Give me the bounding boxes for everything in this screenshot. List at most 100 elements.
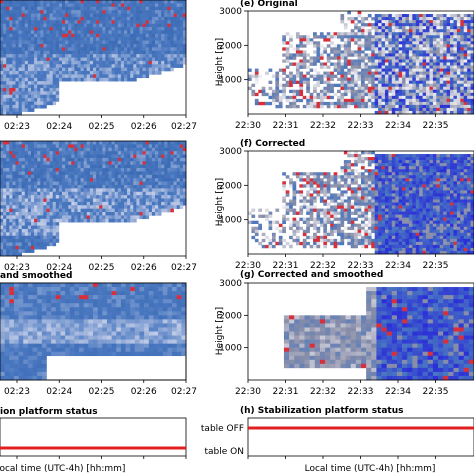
heatmap-cell <box>136 50 140 55</box>
heatmap-cell <box>408 65 413 69</box>
heatmap-cell <box>161 198 165 203</box>
heatmap-cell <box>161 147 165 152</box>
heatmap-cell <box>179 3 184 8</box>
heatmap-cell <box>136 147 140 152</box>
heatmap-cell <box>4 319 10 324</box>
heatmap-cell <box>60 287 66 292</box>
heatmap-cell <box>371 95 375 100</box>
heatmap-cell <box>24 6 29 11</box>
heatmap-cell <box>179 181 184 186</box>
heatmap-cell <box>326 83 331 88</box>
heatmap-cell <box>354 59 358 63</box>
heatmap-cell <box>27 6 32 11</box>
heatmap-cell <box>18 54 22 58</box>
heatmap-cell <box>31 232 35 236</box>
heatmap-cell <box>80 151 84 155</box>
heatmap-cell <box>176 13 181 18</box>
heatmap-cell <box>161 43 165 48</box>
heatmap-cell <box>111 347 117 353</box>
heatmap-cell <box>62 205 66 209</box>
heatmap-cell <box>31 164 35 169</box>
heatmap-cell <box>176 315 182 320</box>
heatmap-cell <box>49 242 53 247</box>
heatmap-cell <box>125 299 131 304</box>
heatmap-cell <box>145 188 150 193</box>
heatmap-cell <box>412 29 417 33</box>
heatmap-cell <box>412 92 417 97</box>
heatmap-cell <box>167 154 171 159</box>
heatmap-cell <box>116 319 122 324</box>
heatmap-cell <box>21 184 26 189</box>
heatmap-cell <box>60 323 66 328</box>
heatmap-cell <box>9 315 15 320</box>
heatmap-cell <box>55 303 61 308</box>
heatmap-cell <box>9 43 13 48</box>
heatmap-cell <box>108 71 112 75</box>
heatmap-cell <box>309 41 314 45</box>
heatmap-cell <box>79 303 84 308</box>
heatmap-cell <box>71 16 75 21</box>
heatmap-cell <box>302 59 307 63</box>
heatmap-cell <box>96 40 100 45</box>
heatmap-cell <box>93 351 98 357</box>
heatmap-cell <box>364 29 369 33</box>
heatmap-cell <box>3 147 7 152</box>
heatmap-cell <box>170 40 174 45</box>
heatmap-cell <box>77 23 81 28</box>
heatmap-cell <box>18 71 22 75</box>
heatmap-cell <box>58 16 63 21</box>
heatmap-cell <box>24 245 29 250</box>
heatmap-cell <box>148 319 154 324</box>
heatmap-cell <box>102 299 108 304</box>
heatmap-cell <box>306 86 310 91</box>
heatmap-cell <box>65 10 69 14</box>
heatmap-cell <box>52 191 57 196</box>
heatmap-cell <box>158 208 162 213</box>
heatmap-cell <box>18 27 22 31</box>
heatmap-cell <box>278 98 283 103</box>
heatmap-cell <box>130 215 134 220</box>
heatmap-cell <box>398 47 403 51</box>
heatmap-cell <box>37 178 41 182</box>
heatmap-cell <box>422 26 427 30</box>
heatmap-cell <box>27 367 33 373</box>
heatmap-cell <box>133 195 137 199</box>
heatmap-cell <box>37 3 41 8</box>
heatmap-cell <box>367 38 372 42</box>
heatmap-cell <box>15 84 19 89</box>
heatmap-cell <box>333 47 338 51</box>
heatmap-cell <box>268 86 273 91</box>
heatmap-cell <box>3 64 7 68</box>
heatmap-cell <box>105 181 109 186</box>
heatmap-cell <box>9 98 13 102</box>
heatmap-cell <box>405 101 410 106</box>
heatmap-cell <box>12 141 16 145</box>
heatmap-cell <box>0 191 4 196</box>
heatmap-cell <box>148 171 153 176</box>
heatmap-cell <box>170 178 174 182</box>
heatmap-cell <box>108 181 112 186</box>
heatmap-cell <box>422 104 427 109</box>
heatmap-cell <box>108 154 112 159</box>
heatmap-cell <box>4 331 10 336</box>
heatmap-cell <box>388 65 393 69</box>
heatmap-cell <box>343 104 348 109</box>
heatmap-cell <box>105 215 109 220</box>
heatmap-cell <box>69 327 75 332</box>
heatmap-cell <box>51 315 57 320</box>
heatmap-cell <box>415 110 420 115</box>
heatmap-cell <box>139 30 143 35</box>
heatmap-cell <box>12 13 16 18</box>
heatmap-cell <box>43 94 47 99</box>
heatmap-cell <box>31 67 35 72</box>
heatmap-cell <box>77 201 81 206</box>
heatmap-cell <box>74 287 80 292</box>
heatmap-cell <box>395 35 399 39</box>
heatmap-cell <box>179 13 184 18</box>
heatmap-cell <box>62 64 66 68</box>
heatmap-cell <box>337 89 341 94</box>
heatmap-cell <box>278 68 283 72</box>
heatmap-cell <box>27 74 32 79</box>
heatmap-cell <box>80 181 84 186</box>
heatmap-cell <box>18 351 24 357</box>
